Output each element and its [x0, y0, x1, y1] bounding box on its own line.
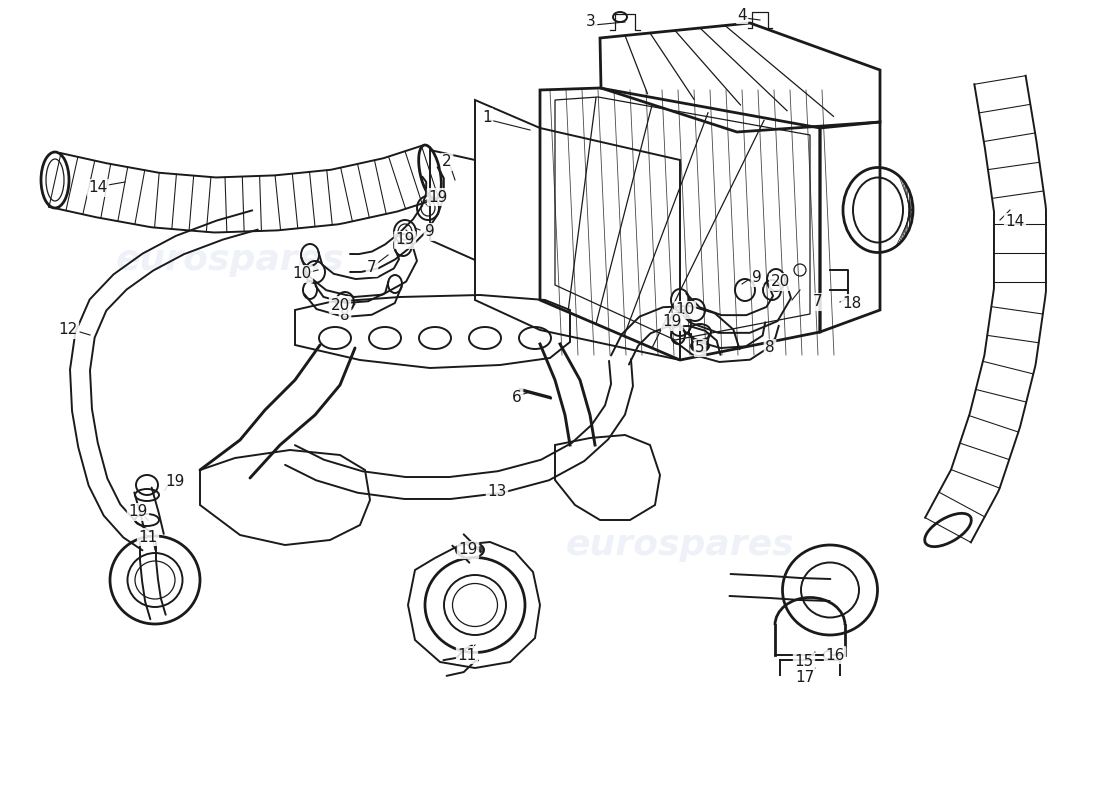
Text: 7: 7	[813, 294, 823, 310]
Text: 19: 19	[395, 233, 415, 247]
Text: 16: 16	[825, 647, 845, 662]
Text: 1: 1	[482, 110, 492, 125]
Text: 17: 17	[795, 670, 815, 686]
Text: 9: 9	[752, 270, 762, 286]
Ellipse shape	[824, 651, 832, 659]
Text: 9: 9	[425, 225, 435, 239]
Text: 5: 5	[695, 341, 705, 355]
Text: 19: 19	[662, 314, 682, 330]
Text: 7: 7	[367, 261, 377, 275]
Text: 3: 3	[586, 14, 596, 30]
Text: 19: 19	[459, 542, 477, 558]
Text: 10: 10	[675, 302, 694, 318]
Text: 2: 2	[442, 154, 452, 170]
Text: 11: 11	[139, 530, 157, 545]
Text: eurospares: eurospares	[565, 528, 794, 562]
Text: 8: 8	[340, 307, 350, 322]
Text: 8: 8	[766, 341, 774, 355]
Text: 19: 19	[165, 474, 185, 490]
Text: 20: 20	[330, 298, 350, 313]
Text: 4: 4	[737, 7, 747, 22]
Text: 19: 19	[428, 190, 448, 205]
Text: 14: 14	[1005, 214, 1024, 230]
Text: 20: 20	[770, 274, 790, 290]
Text: 19: 19	[129, 505, 147, 519]
Text: 12: 12	[58, 322, 78, 338]
Text: eurospares: eurospares	[116, 243, 344, 277]
Text: 13: 13	[487, 485, 507, 499]
Text: 18: 18	[843, 295, 861, 310]
Text: 14: 14	[88, 181, 108, 195]
Text: 11: 11	[458, 647, 476, 662]
Text: 6: 6	[513, 390, 521, 405]
Text: 10: 10	[293, 266, 311, 282]
Text: 15: 15	[794, 654, 814, 669]
